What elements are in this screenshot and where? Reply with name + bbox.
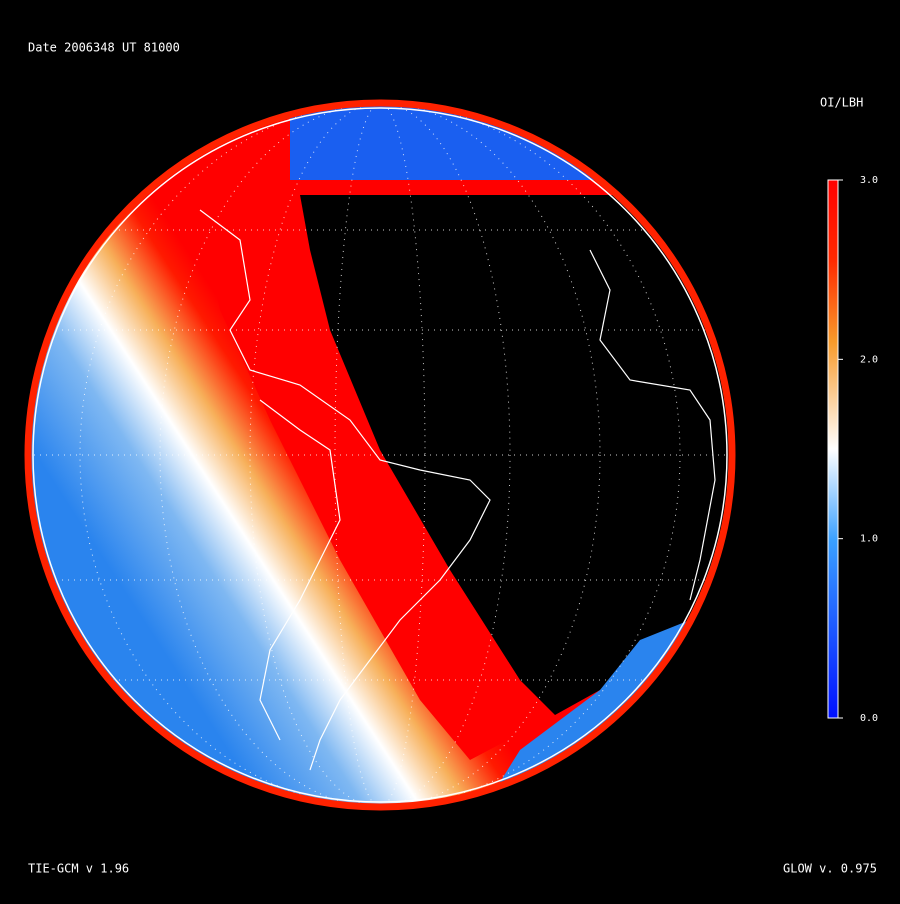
colorbar-ticks: 0.0 1.0 2.0 3.0 bbox=[838, 175, 878, 724]
colorbar-tick-label: 3.0 bbox=[860, 175, 878, 186]
date-label: Date 2006348 bbox=[28, 41, 115, 55]
ut-label: UT 81000 bbox=[122, 41, 180, 55]
colorbar-tick-label: 0.0 bbox=[860, 713, 878, 724]
graticule bbox=[28, 103, 732, 807]
red-band bbox=[190, 170, 555, 760]
night-side bbox=[300, 195, 732, 715]
colorbar-title: OI/LBH bbox=[820, 96, 863, 110]
coastlines bbox=[199, 209, 716, 771]
colorbar-tick-label: 1.0 bbox=[860, 534, 878, 545]
colorbar-tick-label: 2.0 bbox=[860, 354, 878, 365]
model-label: TIE-GCM v 1.96 bbox=[28, 862, 129, 876]
limb-inner bbox=[32, 107, 728, 803]
glow-label: GLOW v. 0.975 bbox=[783, 862, 877, 876]
limb bbox=[24, 99, 736, 811]
colorbar bbox=[827, 179, 839, 719]
